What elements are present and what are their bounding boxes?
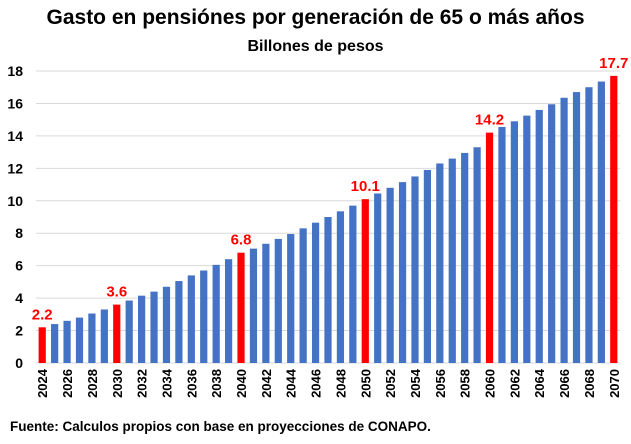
bar-2057 bbox=[448, 158, 456, 363]
x-tick-label: 2036 bbox=[184, 369, 199, 398]
data-label-2024: 2.2 bbox=[32, 306, 53, 323]
bar-2059 bbox=[473, 147, 481, 363]
data-labels: 2.2 3.6 6.8 10.1 14.2 17.7 bbox=[32, 55, 629, 323]
bar-2048 bbox=[336, 211, 345, 363]
y-tick-label: 16 bbox=[7, 95, 23, 111]
chart-title: Gasto en pensiónes por generación de 65 … bbox=[46, 6, 585, 29]
bar-2060 bbox=[485, 132, 494, 363]
data-label-2030: 3.6 bbox=[106, 284, 127, 301]
chart-subtitle: Billones de pesos bbox=[247, 38, 384, 55]
bar-2046 bbox=[311, 222, 320, 363]
bar-2027 bbox=[75, 317, 84, 363]
bar-2047 bbox=[324, 217, 332, 363]
x-tick-label: 2066 bbox=[557, 369, 572, 398]
bar-2025 bbox=[51, 324, 59, 363]
x-tick-label: 2044 bbox=[284, 368, 299, 398]
x-tick-label: 2042 bbox=[259, 369, 274, 398]
y-tick-label: 4 bbox=[15, 290, 23, 306]
bar-2035 bbox=[175, 281, 183, 363]
y-tick-label: 10 bbox=[7, 193, 23, 209]
x-tick-label: 2040 bbox=[234, 369, 249, 398]
y-tick-label: 0 bbox=[15, 355, 23, 371]
x-tick-label: 2068 bbox=[582, 369, 597, 398]
bar-2040 bbox=[237, 252, 245, 363]
bar-2053 bbox=[398, 182, 407, 363]
x-tick-label: 2046 bbox=[309, 369, 324, 398]
bar-2070 bbox=[610, 75, 618, 363]
bar-2050 bbox=[361, 199, 369, 363]
data-label-2040: 6.8 bbox=[231, 232, 252, 249]
data-label-2060: 14.2 bbox=[475, 112, 504, 129]
x-tick-label: 2032 bbox=[135, 369, 150, 398]
data-label-2050: 10.1 bbox=[351, 178, 380, 195]
bar-2054 bbox=[411, 176, 419, 363]
x-tick-label: 2026 bbox=[60, 369, 75, 398]
x-tick-label: 2050 bbox=[358, 369, 373, 398]
x-tick-label: 2062 bbox=[507, 369, 522, 398]
x-tick-label: 2030 bbox=[110, 369, 125, 398]
y-tick-label: 6 bbox=[15, 258, 23, 274]
bar-2042 bbox=[262, 243, 270, 363]
bar-2026 bbox=[63, 320, 71, 363]
bar-2045 bbox=[299, 228, 307, 363]
bar-2066 bbox=[560, 97, 568, 364]
bar-2056 bbox=[436, 163, 444, 363]
bar-2067 bbox=[572, 92, 581, 363]
bar-2024 bbox=[38, 327, 46, 363]
bar-2065 bbox=[548, 104, 556, 363]
bar-2055 bbox=[423, 169, 432, 363]
bar-2068 bbox=[585, 87, 593, 363]
bar-2031 bbox=[125, 300, 133, 363]
source-note: Fuente: Calculos propios con base en pro… bbox=[10, 419, 431, 434]
bar-2034 bbox=[162, 286, 171, 363]
x-axis-ticks: 2024 2026 2028 2030 2032 2034 2036 2038 2040 2042… bbox=[35, 368, 622, 398]
bar-2069 bbox=[597, 81, 605, 364]
x-tick-label: 2024 bbox=[35, 368, 50, 398]
bar-2063 bbox=[523, 115, 531, 363]
bar-2061 bbox=[498, 126, 506, 363]
x-tick-label: 2070 bbox=[607, 369, 622, 398]
y-tick-label: 12 bbox=[7, 160, 23, 176]
y-tick-label: 8 bbox=[15, 225, 23, 241]
bar-2039 bbox=[224, 259, 233, 363]
gridlines bbox=[36, 70, 620, 364]
x-tick-label: 2056 bbox=[433, 369, 448, 398]
bar-2043 bbox=[274, 238, 282, 363]
x-tick-label: 2052 bbox=[383, 369, 398, 398]
bar-2032 bbox=[138, 295, 146, 363]
bar-2029 bbox=[100, 309, 108, 363]
bar-2052 bbox=[386, 187, 394, 363]
bars bbox=[38, 75, 618, 364]
x-tick-label: 2058 bbox=[458, 369, 473, 398]
bar-2038 bbox=[212, 264, 220, 363]
x-tick-label: 2028 bbox=[85, 369, 100, 398]
bar-2051 bbox=[374, 193, 382, 363]
y-tick-label: 14 bbox=[7, 128, 23, 144]
x-tick-label: 2034 bbox=[159, 368, 174, 398]
bar-2030 bbox=[113, 304, 121, 363]
bar-2028 bbox=[88, 313, 96, 363]
bar-2049 bbox=[349, 205, 357, 363]
y-axis-ticks: 0 2 4 6 8 10 12 14 16 18 bbox=[7, 63, 23, 371]
bar-2058 bbox=[461, 152, 469, 363]
x-tick-label: 2038 bbox=[209, 369, 224, 398]
bar-2044 bbox=[287, 234, 295, 363]
bar-2041 bbox=[249, 248, 258, 363]
bar-2037 bbox=[200, 270, 208, 363]
y-tick-label: 2 bbox=[15, 323, 23, 339]
x-tick-label: 2054 bbox=[408, 368, 423, 398]
y-tick-label: 18 bbox=[7, 63, 23, 79]
x-tick-label: 2064 bbox=[532, 368, 547, 398]
bar-2062 bbox=[510, 121, 518, 364]
bar-2033 bbox=[150, 291, 158, 363]
x-tick-label: 2048 bbox=[333, 369, 348, 398]
bar-2036 bbox=[187, 275, 195, 363]
bar-2064 bbox=[535, 109, 543, 363]
x-tick-label: 2060 bbox=[483, 369, 498, 398]
data-label-2070: 17.7 bbox=[599, 55, 628, 72]
